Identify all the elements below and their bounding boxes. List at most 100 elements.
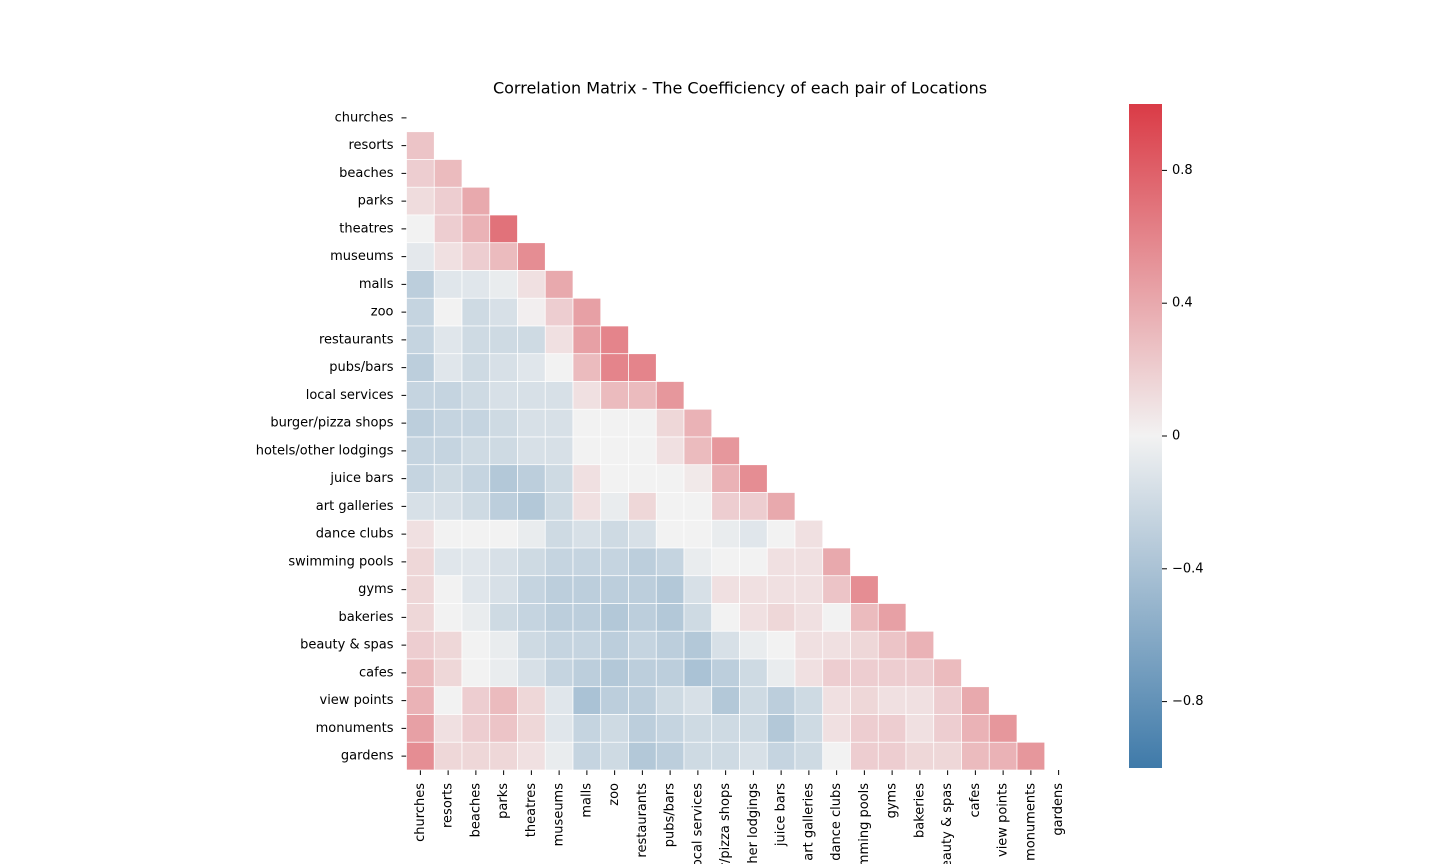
y-tick-label: view points [320, 693, 394, 708]
colorbar-tick-label: 0.8 [1172, 163, 1193, 178]
heatmap-cell [766, 547, 796, 577]
heatmap-cell [572, 686, 602, 715]
heatmap-cell [905, 686, 935, 715]
heatmap-cell [572, 325, 602, 355]
heatmap-cell [461, 186, 491, 216]
heatmap-cell [572, 297, 602, 327]
heatmap-cell [711, 603, 740, 632]
heatmap-cell [461, 630, 491, 660]
heatmap-cell [655, 408, 685, 438]
heatmap-cell [850, 686, 879, 715]
heatmap-cell [739, 658, 768, 688]
heatmap-cell [905, 658, 935, 688]
heatmap-cell [461, 242, 491, 271]
heatmap-cell [489, 297, 518, 327]
heatmap-cell [461, 353, 491, 382]
heatmap-cell [628, 408, 657, 438]
heatmap-cell [544, 603, 574, 632]
heatmap-cell [628, 436, 657, 466]
heatmap-cell [544, 686, 574, 715]
heatmap-cell [544, 436, 574, 466]
chart-title: Correlation Matrix - The Coefficiency of… [493, 79, 987, 98]
heatmap-cell [517, 270, 546, 299]
heatmap-cell [572, 603, 602, 632]
heatmap-cell [433, 297, 463, 327]
heatmap-cell [489, 741, 518, 771]
y-tick-label: cafes [359, 665, 394, 680]
heatmap-cell [850, 630, 879, 660]
x-tick-label: view points [996, 783, 1011, 857]
x-tick-label: zoo [607, 783, 622, 806]
heatmap-cell [517, 741, 546, 771]
heatmap-cell [711, 547, 740, 577]
heatmap-cell [628, 741, 657, 771]
heatmap-cell [683, 408, 713, 438]
heatmap-cell [461, 381, 491, 410]
heatmap-cell [433, 353, 463, 382]
heatmap-cell [406, 325, 435, 355]
heatmap-cell [517, 603, 546, 632]
heatmap-cell [406, 270, 435, 299]
heatmap-cell [711, 492, 740, 521]
y-tick-label: art galleries [316, 499, 394, 514]
heatmap-cell [406, 575, 435, 604]
heatmap-cell [433, 603, 463, 632]
x-tick-label: parks [496, 783, 511, 819]
heatmap-cell [628, 603, 657, 632]
heatmap-cell [544, 519, 574, 549]
heatmap-cell [461, 686, 491, 715]
heatmap-cell [628, 353, 657, 382]
heatmap-cell [544, 325, 574, 355]
heatmap-cell [711, 658, 740, 688]
x-tick-label: gyms [885, 783, 900, 819]
heatmap-cell [683, 464, 713, 493]
heatmap-cell [711, 575, 740, 604]
heatmap-cell [461, 741, 491, 771]
heatmap-cell [794, 603, 824, 632]
heatmap-cell [433, 325, 463, 355]
x-tick-label: art galleries [801, 783, 816, 861]
heatmap-cell [822, 714, 851, 743]
heatmap-cell [406, 131, 435, 160]
heatmap-cell [766, 686, 796, 715]
heatmap-cell [655, 686, 685, 715]
heatmap-cell [961, 741, 990, 771]
heatmap-cell [739, 492, 768, 521]
heatmap-cell [433, 436, 463, 466]
heatmap-cell [683, 575, 713, 604]
heatmap-cell [683, 603, 713, 632]
heatmap-cell [683, 547, 713, 577]
heatmap-cell [517, 242, 546, 271]
heatmap-cell [766, 575, 796, 604]
heatmap-cell [877, 603, 907, 632]
y-tick-label: swimming pools [288, 554, 393, 569]
heatmap-cell [739, 741, 768, 771]
heatmap-cell [406, 159, 435, 188]
x-tick-label: dance clubs [829, 783, 844, 861]
y-tick-label: beaches [339, 166, 394, 181]
y-tick-label: churches [335, 110, 394, 125]
heatmap-cell [572, 741, 602, 771]
heatmap-cell [572, 408, 602, 438]
heatmap-cell [544, 630, 574, 660]
heatmap-cell [461, 575, 491, 604]
colorbar-tick-label: 0 [1172, 429, 1180, 444]
heatmap-cell [489, 603, 518, 632]
y-tick-label: bakeries [338, 610, 393, 625]
heatmap-cell [683, 741, 713, 771]
x-tick-label: malls [579, 783, 594, 818]
x-tick-label: theatres [524, 783, 539, 837]
heatmap-cell [877, 741, 907, 771]
heatmap-cell [933, 714, 962, 743]
heatmap-cell [628, 464, 657, 493]
heatmap-cell [933, 658, 962, 688]
heatmap-cell [433, 686, 463, 715]
y-tick-label: restaurants [319, 332, 394, 347]
heatmap-cell [1016, 741, 1046, 771]
colorbar-tick-label: −0.4 [1172, 561, 1204, 576]
heatmap-cell [655, 464, 685, 493]
x-tick-label: burger/pizza shops [718, 783, 733, 864]
heatmap-cell [544, 714, 574, 743]
heatmap-cell [655, 381, 685, 410]
